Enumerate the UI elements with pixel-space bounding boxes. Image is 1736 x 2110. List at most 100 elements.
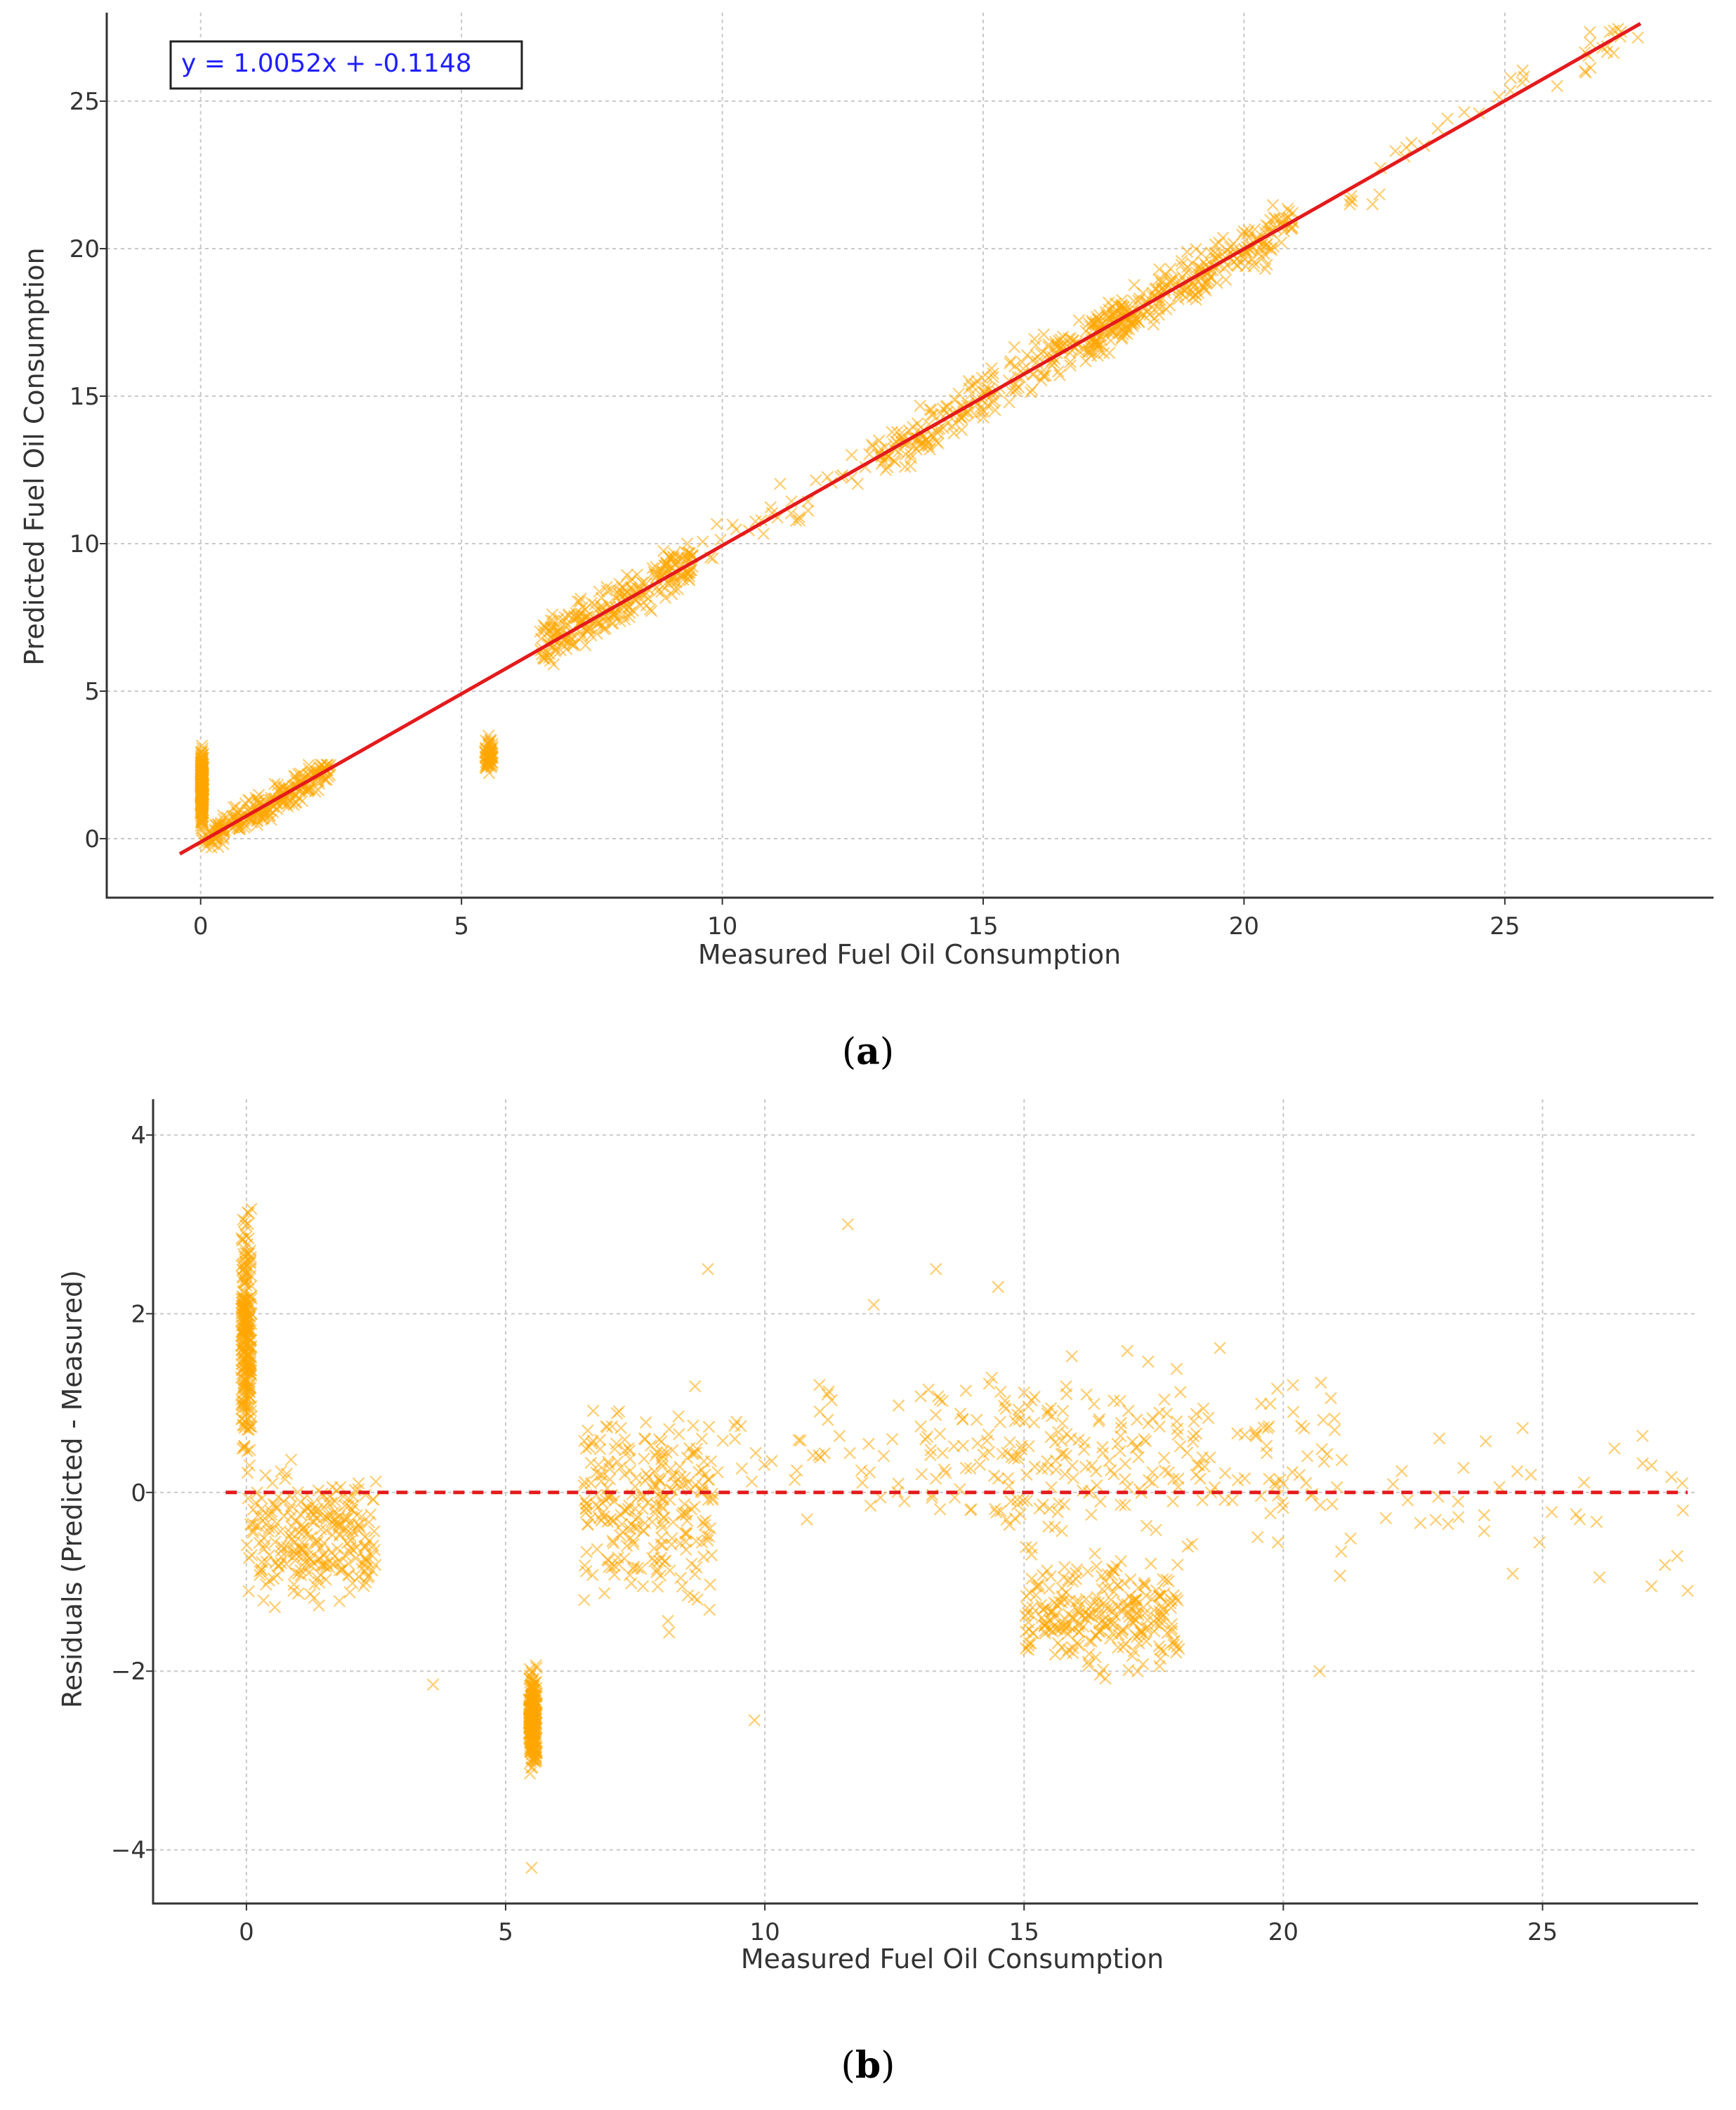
chart-b-point	[1107, 1585, 1120, 1599]
chart-b-y-tick-label: 2	[131, 1300, 146, 1328]
chart-b-point	[325, 1496, 338, 1509]
chart-b-point	[1011, 1498, 1024, 1511]
chart-b-point	[1171, 1594, 1184, 1607]
chart-b-point	[1088, 1397, 1100, 1410]
chart-b-point	[1190, 1427, 1203, 1440]
caption-a-close: )	[880, 1031, 894, 1073]
chart-a-point	[963, 382, 975, 395]
caption-b: (b)	[841, 2044, 895, 2087]
chart-a-point	[926, 408, 940, 421]
chart-a-point	[989, 404, 1001, 417]
chart-b-point	[237, 1361, 250, 1374]
chart-b-point	[704, 1578, 716, 1591]
chart-a-point	[925, 403, 938, 417]
chart-b-point	[655, 1531, 668, 1544]
chart-a-point	[1258, 263, 1272, 275]
chart-b-point	[608, 1443, 621, 1455]
chart-b-point	[246, 1526, 260, 1539]
chart-b-point	[241, 1405, 254, 1419]
chart-b-point	[1314, 1499, 1327, 1512]
chart-b-point	[697, 1455, 711, 1468]
chart-b-point	[1003, 1519, 1016, 1531]
chart-b-point	[1092, 1415, 1105, 1428]
chart-a-point	[1211, 276, 1223, 289]
chart-b-point	[1089, 1465, 1103, 1478]
chart-b-point	[1089, 1547, 1101, 1560]
chart-b-point	[239, 1420, 252, 1432]
chart-b-point	[581, 1518, 594, 1531]
chart-b-point	[296, 1544, 310, 1557]
chart-a-point	[1063, 332, 1075, 345]
chart-b-point	[1264, 1397, 1277, 1410]
chart-a-point	[659, 591, 672, 604]
chart-b-point	[1154, 1644, 1167, 1656]
chart-b-point	[1263, 1472, 1275, 1486]
chart-b-point	[1174, 1386, 1187, 1398]
chart-b-point	[676, 1509, 688, 1521]
chart-b-point	[1577, 1476, 1591, 1489]
chart-b-point	[662, 1614, 674, 1627]
chart-b-point	[284, 1500, 298, 1512]
chart-b-point	[355, 1510, 368, 1523]
chart-b-point	[1022, 1400, 1035, 1413]
chart-b-point	[610, 1407, 624, 1420]
chart-b-point	[1114, 1445, 1126, 1457]
chart-b-point	[343, 1586, 356, 1599]
chart-b-point	[695, 1463, 708, 1476]
chart-b-point	[1085, 1635, 1098, 1648]
chart-b-point	[965, 1502, 978, 1516]
chart-b-point	[1145, 1557, 1157, 1570]
chart-b-point	[843, 1447, 856, 1460]
chart-b-point	[1111, 1437, 1124, 1450]
chart-b-point	[648, 1507, 662, 1520]
chart-b-point	[361, 1555, 374, 1568]
chart-b-point	[679, 1508, 692, 1521]
chart-b-point	[242, 1492, 254, 1505]
chart-b-point	[933, 1427, 947, 1441]
chart-b-point	[1118, 1577, 1131, 1590]
chart-b-point	[1317, 1455, 1331, 1468]
chart-b-point	[1590, 1515, 1603, 1528]
chart-a-point	[290, 796, 303, 808]
chart-a-point	[986, 396, 999, 409]
chart-a-point	[197, 807, 209, 820]
chart-b-point	[277, 1509, 291, 1522]
chart-b-point	[1096, 1614, 1109, 1627]
chart-b-point	[940, 1467, 952, 1479]
chart-b-point	[1041, 1404, 1054, 1417]
chart-b-point	[1160, 1407, 1173, 1420]
chart-b-point	[1197, 1402, 1210, 1415]
chart-b-point	[929, 1472, 942, 1485]
chart-a-point	[968, 409, 982, 422]
chart-b-points	[235, 1203, 1695, 1874]
chart-b-point	[1072, 1620, 1085, 1633]
chart-b-point	[1118, 1473, 1131, 1486]
chart-b-point	[801, 1513, 813, 1526]
chart-b-point	[1094, 1495, 1107, 1508]
chart-a-point	[949, 393, 961, 407]
chart-a-point	[486, 747, 499, 760]
chart-b-point	[1161, 1627, 1173, 1639]
chart-a-fit-line	[178, 22, 1642, 856]
chart-b-point	[1012, 1403, 1025, 1416]
chart-b-point	[1162, 1466, 1175, 1479]
chart-b-point	[334, 1528, 346, 1540]
chart-b-point	[1573, 1513, 1586, 1526]
chart-b-point	[1181, 1446, 1194, 1460]
chart-b-point	[353, 1519, 366, 1532]
chart-b-point	[618, 1433, 631, 1446]
chart-b-point	[1214, 1342, 1226, 1354]
chart-b-point	[1122, 1607, 1134, 1620]
chart-b-point	[359, 1565, 371, 1578]
chart-b-point	[1146, 1412, 1159, 1424]
chart-b-point	[239, 1255, 252, 1268]
chart-b-point	[294, 1568, 308, 1581]
chart-b-point	[1081, 1565, 1094, 1578]
chart-b-point	[1066, 1459, 1079, 1472]
chart-b-point	[263, 1521, 275, 1534]
chart-a-point	[1266, 199, 1280, 211]
chart-a-point	[923, 443, 936, 456]
chart-a-point	[1239, 260, 1252, 273]
chart-a-point	[664, 552, 677, 565]
chart-b-point	[1091, 1479, 1103, 1492]
